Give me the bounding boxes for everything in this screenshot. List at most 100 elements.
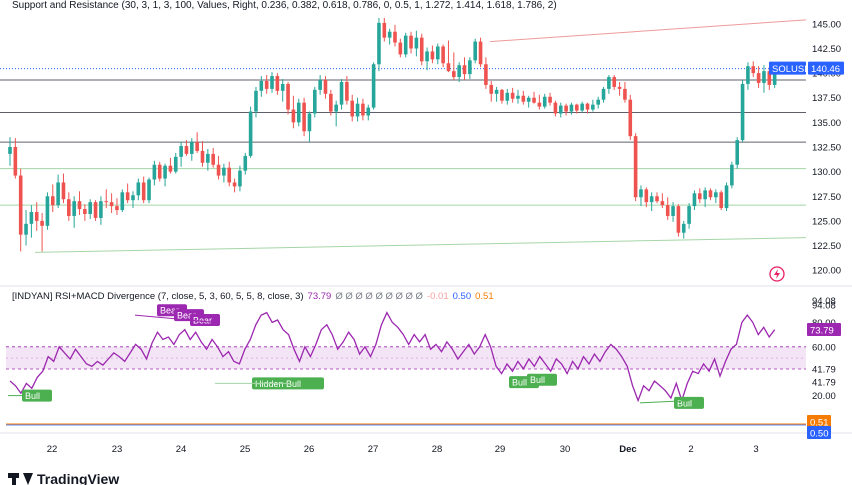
candle-body <box>195 142 199 151</box>
lightning-icon <box>769 266 785 282</box>
tradingview-logo[interactable]: TradingView <box>8 471 119 485</box>
price-tick-label: 132.50 <box>812 143 841 154</box>
indicator-placeholders: Ø Ø Ø Ø Ø Ø Ø Ø Ø <box>335 291 423 302</box>
time-tick-label: 22 <box>47 444 58 455</box>
candle-body <box>494 89 499 94</box>
candle-body <box>628 99 633 137</box>
candle-body <box>692 193 697 207</box>
bear-divergence-label: Bear <box>193 315 212 325</box>
candle-body <box>468 60 472 75</box>
candle-body <box>93 202 98 218</box>
candle-body <box>532 97 536 103</box>
candle-body <box>312 89 317 114</box>
candle-body <box>730 164 734 186</box>
candle-body <box>296 102 301 123</box>
candle-body <box>109 202 114 207</box>
candle-body <box>623 88 627 100</box>
indicator-value-3: 0.51 <box>475 291 494 302</box>
time-tick-label: 26 <box>304 444 315 455</box>
candle-body <box>591 104 595 110</box>
candle-body <box>307 113 312 132</box>
price-tick-label: 122.50 <box>812 241 841 252</box>
price-tick-label: 130.00 <box>812 167 841 178</box>
tradingview-logo-icon <box>8 473 33 485</box>
tradingview-logo-text: TradingView <box>37 471 120 485</box>
candle-body <box>88 202 93 214</box>
candle-body <box>425 51 429 62</box>
last-price-badge: 140.46 <box>811 64 840 75</box>
bull-divergence-label-bg <box>22 389 52 402</box>
candle-body <box>612 77 617 87</box>
macd-value-badge: 0.51 <box>810 418 829 429</box>
resistance-channel-line <box>489 19 807 43</box>
candle-body <box>136 182 141 196</box>
support-channel-line <box>34 237 807 253</box>
candle-body <box>275 76 280 91</box>
candle-body <box>18 175 23 235</box>
rsi-tick-label: 94.08 <box>812 296 836 307</box>
candle-body <box>564 105 568 112</box>
candle-body <box>67 199 71 216</box>
candle-body <box>457 65 461 78</box>
candle-body <box>681 223 686 233</box>
candle-body <box>484 64 488 85</box>
candle-body <box>403 35 408 55</box>
indicator-value-1: -0.01 <box>426 291 449 302</box>
candle-body <box>665 205 670 216</box>
candle-body <box>29 212 34 224</box>
candle-body <box>489 84 494 94</box>
candle-body <box>398 42 403 55</box>
candle-body <box>152 164 157 180</box>
candle-body <box>280 83 285 91</box>
candle-body <box>190 142 194 154</box>
candle-body <box>168 165 173 172</box>
candle-body <box>735 140 740 165</box>
signal-value-badge-bg <box>807 426 831 439</box>
candle-body <box>125 192 130 201</box>
rsi-value: 73.79 <box>307 291 332 302</box>
lightning-icon-bolt <box>774 269 780 279</box>
candle-body <box>206 153 210 163</box>
candle-body <box>45 196 50 226</box>
candle-body <box>569 104 574 112</box>
time-tick-label: 27 <box>368 444 379 455</box>
candle-body <box>671 206 675 216</box>
candle-body <box>115 206 119 211</box>
time-tick-label: 24 <box>176 444 187 455</box>
price-tick-label: 127.50 <box>812 192 841 203</box>
candle-body <box>227 167 232 183</box>
time-tick-label: 29 <box>495 444 506 455</box>
candle-body <box>516 95 520 99</box>
candle-body <box>216 164 221 176</box>
candle-body <box>446 63 451 72</box>
candle-body <box>318 80 322 90</box>
candle-body <box>173 156 178 172</box>
candle-body <box>83 209 87 214</box>
candle-body <box>141 182 146 201</box>
macd-value-badge-bg <box>807 415 831 428</box>
candle-body <box>377 22 381 65</box>
candle-body <box>639 189 643 198</box>
candle-body <box>644 189 649 203</box>
candle-body <box>617 86 622 89</box>
time-tick-label: Dec <box>619 444 636 455</box>
candle-body <box>473 41 478 61</box>
candle-body <box>8 147 12 154</box>
rsi-macd-indicator-legend[interactable]: [INDYAN] RSI+MACD Divergence (7, close, … <box>12 291 494 302</box>
bull-divergence-label: Bull <box>677 398 692 408</box>
candle-body <box>414 37 419 49</box>
candle-body <box>542 96 547 107</box>
candle-body <box>510 92 515 99</box>
candle-body <box>537 102 542 107</box>
candle-body <box>286 83 290 110</box>
candle-body <box>767 71 772 85</box>
candle-body <box>371 64 376 108</box>
candle-body <box>505 92 510 101</box>
candle-body <box>409 35 413 49</box>
candle-body <box>553 102 558 114</box>
candle-body <box>430 51 435 60</box>
candle-body <box>435 46 440 60</box>
candle-body <box>740 83 745 141</box>
